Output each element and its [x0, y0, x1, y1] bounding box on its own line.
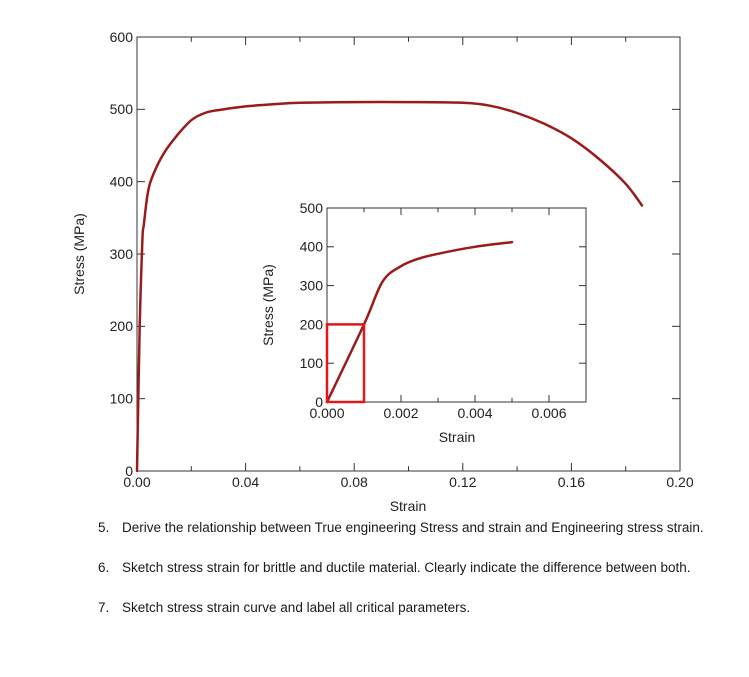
question-item: 7. Sketch stress strain curve and label … — [98, 598, 718, 617]
main-y-tick-label: 500 — [110, 101, 134, 117]
main-x-tick-label: 0.00 — [123, 474, 150, 490]
inset-x-axis-label: Strain — [439, 429, 476, 445]
main-x-axis-label: Strain — [390, 498, 427, 514]
inset-x-tick-labels: 0.000 0.002 0.004 0.006 — [309, 405, 566, 421]
main-x-tick-label: 0.20 — [666, 474, 693, 490]
main-y-tick-label: 0 — [125, 463, 133, 479]
inset-y-tick-label: 0 — [315, 394, 323, 410]
questions-list: 5. Derive the relationship between True … — [98, 518, 718, 638]
inset-y-axis-label: Stress (MPa) — [260, 264, 276, 346]
main-y-axis-label: Stress (MPa) — [71, 213, 87, 295]
question-number: 7. — [98, 600, 110, 615]
main-y-tick-label: 100 — [110, 391, 134, 407]
main-x-tick-label: 0.16 — [558, 474, 585, 490]
question-text: Derive the relationship between True eng… — [122, 520, 704, 535]
main-axis-ticks — [136, 36, 681, 472]
main-x-tick-label: 0.08 — [341, 474, 368, 490]
question-text: Sketch stress strain for brittle and duc… — [122, 560, 691, 575]
elastic-region-highlight-box — [325, 323, 366, 404]
question-item: 6. Sketch stress strain for brittle and … — [98, 558, 718, 577]
inset-y-tick-label: 200 — [300, 316, 324, 332]
main-y-tick-label: 400 — [110, 174, 134, 190]
inset-y-tick-label: 500 — [300, 200, 324, 216]
main-stress-strain-curve — [135, 100, 644, 473]
question-number: 6. — [98, 560, 110, 575]
inset-x-tick-label: 0.002 — [383, 405, 418, 421]
inset-x-tick-label: 0.006 — [531, 405, 566, 421]
main-y-tick-labels: 0 100 200 300 400 500 600 — [110, 29, 134, 479]
inset-chart: 0.000 0.002 0.004 0.006 0 100 200 300 400 500 St… — [260, 200, 587, 445]
main-chart: 0.00 0.04 0.08 0.12 0.16 0.20 0 100 200 300 400 50… — [71, 29, 694, 514]
inset-x-tick-label: 0.000 — [309, 405, 344, 421]
inset-x-tick-label: 0.004 — [457, 405, 492, 421]
main-x-tick-label: 0.12 — [449, 474, 476, 490]
inset-y-tick-label: 300 — [300, 278, 324, 294]
question-number: 5. — [98, 520, 110, 535]
question-text: Sketch stress strain curve and label all… — [122, 600, 471, 615]
inset-y-tick-label: 100 — [300, 355, 324, 371]
stress-strain-figure: 0.00 0.04 0.08 0.12 0.16 0.20 0 100 200 300 400 50… — [71, 29, 694, 514]
inset-y-tick-label: 400 — [300, 239, 324, 255]
main-x-tick-labels: 0.00 0.04 0.08 0.12 0.16 0.20 — [123, 474, 693, 490]
main-y-tick-label: 200 — [110, 318, 134, 334]
inset-plot-frame — [326, 207, 587, 403]
main-x-tick-label: 0.04 — [232, 474, 259, 490]
inset-y-tick-labels: 0 100 200 300 400 500 — [300, 200, 324, 410]
question-item: 5. Derive the relationship between True … — [98, 518, 718, 537]
main-y-tick-label: 300 — [110, 246, 134, 262]
main-y-tick-label: 600 — [110, 29, 134, 45]
